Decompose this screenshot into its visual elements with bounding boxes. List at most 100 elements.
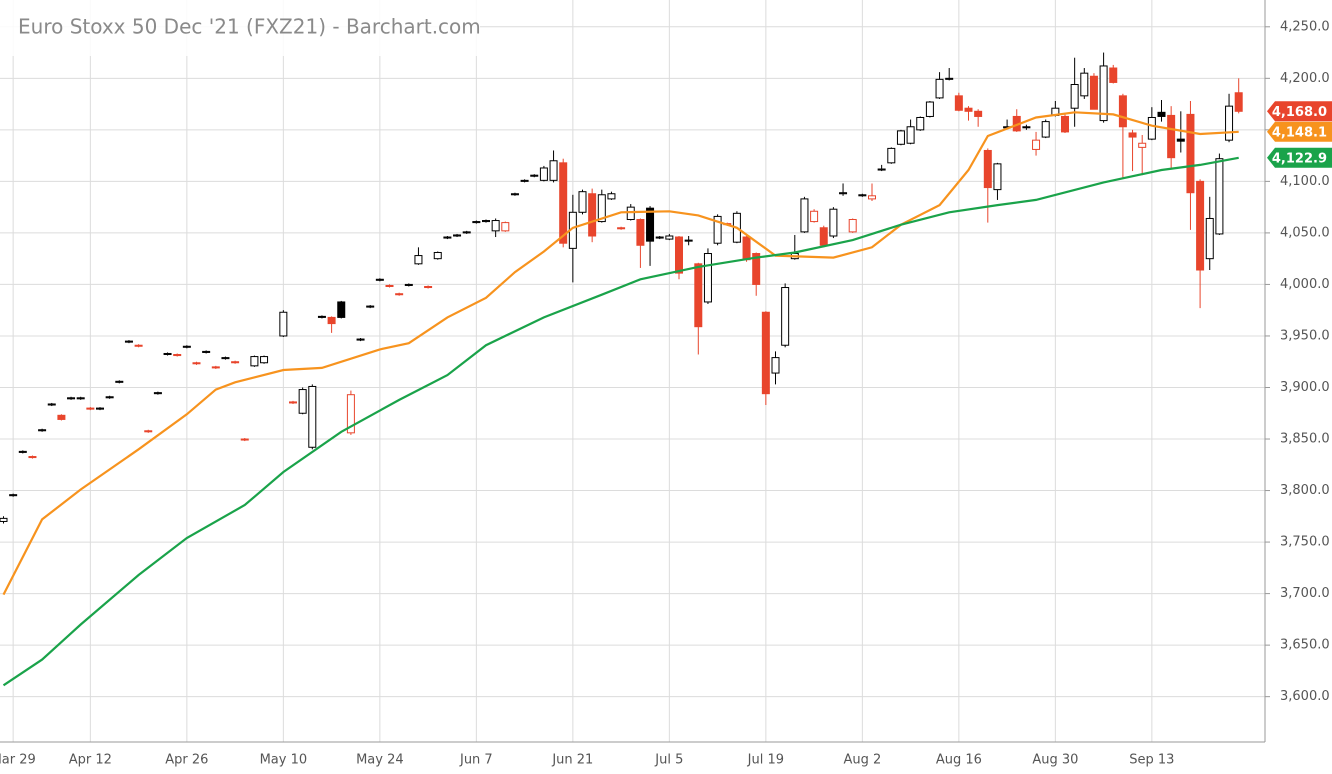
y-tick-label: 4,000.0 <box>1280 277 1330 292</box>
candle-body <box>520 179 529 182</box>
candle-body <box>250 356 259 367</box>
candle-body <box>57 414 66 420</box>
candle-body <box>211 366 220 369</box>
candle-body <box>173 354 182 357</box>
candle-body <box>144 430 153 433</box>
candle-body <box>231 361 240 364</box>
price-tag-label: 4,122.9 <box>1272 151 1327 166</box>
candle-body <box>47 403 56 406</box>
candle-body <box>18 450 27 453</box>
price-tag <box>1267 101 1332 122</box>
y-tick-label: 4,050.0 <box>1280 225 1330 240</box>
candle-body <box>675 236 683 274</box>
candle-body <box>771 357 780 374</box>
chart-title: Euro Stoxx 50 Dec '21 (FXZ21) - Barchart… <box>18 15 481 39</box>
candle-body <box>829 208 838 237</box>
candle-body <box>1118 95 1127 128</box>
candle-body <box>877 168 886 171</box>
y-tick-label: 3,750.0 <box>1280 535 1330 550</box>
candle-body <box>240 438 249 441</box>
candle-body <box>67 397 76 400</box>
y-tick-label: 3,700.0 <box>1280 586 1330 601</box>
candle-body <box>703 253 712 303</box>
candle-body <box>1205 217 1214 260</box>
x-tick-label: Jun 7 <box>459 753 493 768</box>
candle-body <box>298 389 307 414</box>
candle-body <box>356 338 365 341</box>
candle-body <box>260 356 269 364</box>
candle-body <box>848 219 857 233</box>
candle-body <box>279 311 288 337</box>
candle-body <box>317 315 326 318</box>
y-tick-label: 3,950.0 <box>1280 328 1330 343</box>
grid <box>0 0 1270 743</box>
candle-body <box>76 397 85 400</box>
candle-body <box>414 255 423 265</box>
candle-body <box>482 220 490 223</box>
candle-body <box>665 235 674 240</box>
candle-body <box>1109 67 1118 83</box>
y-tick-label: 3,600.0 <box>1280 689 1330 704</box>
candle-body <box>1225 105 1234 141</box>
candle-body <box>0 517 8 522</box>
candle-body <box>993 163 1002 191</box>
x-tick-label: Jul 19 <box>747 753 784 768</box>
candle-body <box>655 236 664 239</box>
candle-body <box>346 394 355 434</box>
candle-body <box>28 456 37 459</box>
candle-body <box>646 207 655 242</box>
candle-body <box>105 396 114 399</box>
candle-body <box>1215 158 1224 235</box>
price-tag-label: 4,148.1 <box>1272 125 1327 140</box>
candle-body <box>617 227 626 230</box>
candle-body <box>1032 139 1041 150</box>
labels: 3,600.0 3,650.0 3,700.0 3,750.0 3,800.0 3,850… <box>0 19 1332 768</box>
moving-average-line <box>2 156 1239 687</box>
candle-body <box>337 301 346 318</box>
candle-body <box>86 407 95 410</box>
candle-body <box>1234 92 1243 112</box>
candle-body <box>443 236 452 239</box>
candle-body <box>916 116 925 131</box>
candle-body <box>453 234 462 237</box>
candle-body <box>607 193 616 200</box>
candle-body <box>153 392 162 395</box>
candle-body <box>472 221 481 224</box>
candle-body <box>404 283 413 286</box>
candle-body <box>954 95 963 111</box>
x-tick-label: Jun 21 <box>551 753 593 768</box>
candle-body <box>684 239 693 242</box>
price-tag <box>1267 121 1332 142</box>
x-tick-label: Apr 12 <box>69 753 112 768</box>
x-tick-label: Jul 5 <box>654 753 683 768</box>
y-tick-label: 3,650.0 <box>1280 638 1330 653</box>
candle-body <box>578 191 587 213</box>
price-tag <box>1267 147 1332 168</box>
candle-body <box>182 345 191 348</box>
candle-body <box>925 101 934 117</box>
moving-average-line <box>2 111 1239 596</box>
title-backdrop <box>0 0 480 56</box>
candle-body <box>1061 115 1069 133</box>
candle-body <box>761 311 770 395</box>
candle-body <box>115 380 124 383</box>
candle-body <box>424 285 433 289</box>
y-tick-label: 3,800.0 <box>1280 483 1330 498</box>
candle-body <box>626 206 635 221</box>
candle-body <box>636 219 645 246</box>
candle-body <box>366 305 375 308</box>
candle-body <box>839 192 848 195</box>
x-tick-label: May 10 <box>260 753 308 768</box>
candle-body <box>1041 121 1050 138</box>
candle-body <box>1128 132 1137 138</box>
candle-body <box>1099 65 1108 122</box>
candle-body <box>974 110 983 117</box>
candle-body <box>752 253 761 285</box>
marks <box>0 52 1243 687</box>
candle-body <box>1070 84 1079 109</box>
y-tick-label: 4,200.0 <box>1280 71 1330 86</box>
candle-body <box>819 227 828 246</box>
candle-body <box>510 193 519 196</box>
candle-body <box>945 77 954 80</box>
